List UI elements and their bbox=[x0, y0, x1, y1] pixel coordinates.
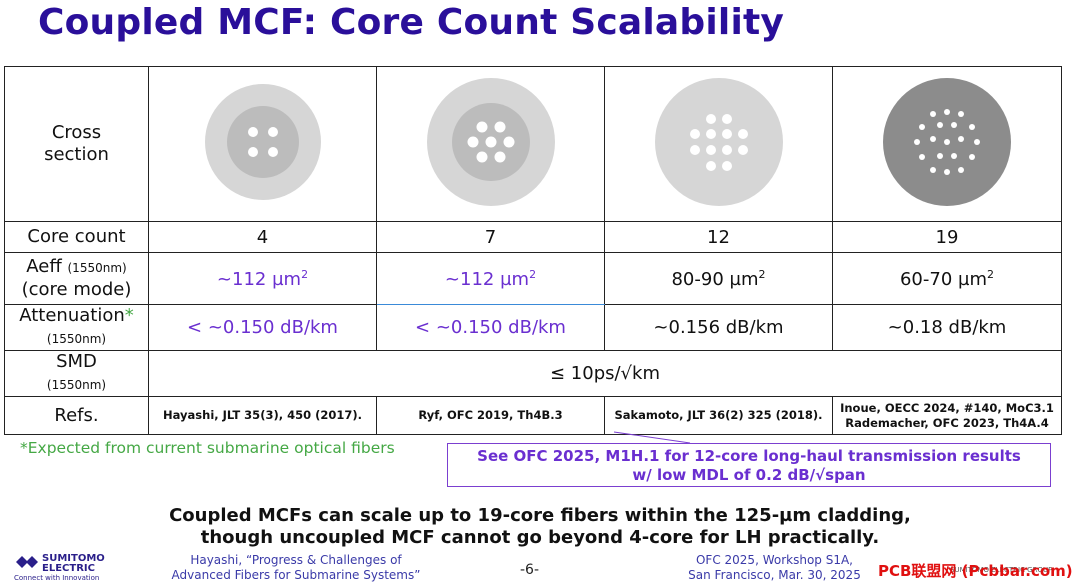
aeff-12: 80-90 µm2 bbox=[604, 252, 833, 305]
callout-box: See OFC 2025, M1H.1 for 12-core long-hau… bbox=[447, 443, 1051, 487]
callout-line1: See OFC 2025, M1H.1 for 12-core long-hau… bbox=[477, 447, 1021, 465]
ref-19-line2: Rademacher, OFC 2023, Th4A.4 bbox=[845, 415, 1049, 430]
aeff-4: ~112 µm2 bbox=[148, 252, 377, 305]
cross-section-label: Cross section bbox=[4, 66, 149, 222]
logo-name: SUMITOMO ELECTRIC bbox=[42, 554, 122, 574]
aeff-4-sup: 2 bbox=[301, 267, 309, 281]
smd-row: SMD (1550nm) ≤ 10ps/√km bbox=[4, 350, 1062, 397]
sumitomo-logo-icon bbox=[16, 556, 38, 568]
aeff-label-main: Aeff bbox=[26, 256, 62, 277]
aeff-19-sup: 2 bbox=[987, 267, 994, 281]
fiber-7core-image bbox=[426, 78, 555, 206]
ref-19-line1: Inoue, OECC 2024, #140, MoC3.1 bbox=[840, 400, 1054, 415]
company-logo: SUMITOMO ELECTRIC Connect with Innovatio… bbox=[14, 554, 105, 583]
footer-right-line1: OFC 2025, Workshop S1A, bbox=[695, 553, 853, 567]
aeff-7-value: ~112 µm bbox=[444, 268, 530, 290]
cross-section-row: Cross section bbox=[4, 66, 1062, 222]
logo-name-line2: ELECTRIC bbox=[42, 563, 95, 574]
ref-12: Sakamoto, JLT 36(2) 325 (2018). bbox=[604, 396, 833, 435]
footer-left-line1: Hayashi, “Progress & Challenges of bbox=[190, 553, 402, 567]
logo-tagline: Connect with Innovation bbox=[14, 574, 100, 582]
aeff-7-sup: 2 bbox=[529, 267, 537, 281]
watermark: PCB联盟网 (Pcbbar.com) bbox=[878, 562, 1073, 580]
core-count-12: 12 bbox=[604, 221, 833, 253]
aeff-12-value: 80-90 µm bbox=[671, 268, 759, 290]
cross-section-7core bbox=[376, 66, 605, 222]
cross-section-12core bbox=[604, 66, 833, 222]
atten-star: * bbox=[124, 305, 134, 326]
slide-title: Coupled MCF: Core Count Scalability bbox=[38, 2, 785, 43]
smd-label-sub: (1550nm) bbox=[46, 378, 107, 392]
core-count-4: 4 bbox=[148, 221, 377, 253]
ref-19: Inoue, OECC 2024, #140, MoC3.1 Rademache… bbox=[832, 396, 1062, 435]
conclusion: Coupled MCFs can scale up to 19-core fib… bbox=[0, 505, 1080, 549]
atten-7: < ~0.150 dB/km bbox=[376, 304, 605, 351]
atten-4: < ~0.150 dB/km bbox=[148, 304, 377, 351]
aeff-4-value: ~112 µm bbox=[216, 268, 302, 290]
core-count-19: 19 bbox=[832, 221, 1062, 253]
aeff-19: 60-70 µm2 bbox=[832, 252, 1062, 305]
smd-label-main: SMD bbox=[56, 351, 97, 372]
aeff-19-value: 60-70 µm bbox=[899, 268, 987, 290]
aeff-7: ~112 µm2 bbox=[376, 252, 605, 305]
cross-label-line2: section bbox=[44, 144, 109, 165]
cross-section-19core bbox=[832, 66, 1062, 222]
smd-value: ≤ 10ps/√km bbox=[148, 350, 1062, 397]
ref-4: Hayashi, JLT 35(3), 450 (2017). bbox=[148, 396, 377, 435]
footnote: *Expected from current submarine optical… bbox=[20, 439, 395, 457]
fiber-19core-image bbox=[883, 78, 1011, 206]
fiber-12core-image bbox=[654, 78, 783, 206]
aeff-row: Aeff (1550nm) (core mode) ~112 µm2 ~112 … bbox=[4, 252, 1062, 305]
conclusion-line1: Coupled MCFs can scale up to 19-core fib… bbox=[169, 505, 911, 526]
aeff-label: Aeff (1550nm) (core mode) bbox=[4, 252, 149, 305]
refs-label: Refs. bbox=[4, 396, 149, 435]
footer-left-line2: Advanced Fibers for Submarine Systems” bbox=[171, 568, 421, 582]
conclusion-line2: though uncoupled MCF cannot go beyond 4-… bbox=[200, 527, 880, 548]
cross-label-line1: Cross bbox=[51, 122, 102, 143]
atten-label-sub: (1550nm) bbox=[46, 332, 107, 346]
attenuation-row: Attenuation* (1550nm) < ~0.150 dB/km < ~… bbox=[4, 304, 1062, 351]
atten-label-main: Attenuation bbox=[19, 305, 125, 326]
footer-right: OFC 2025, Workshop S1A, San Francisco, M… bbox=[672, 553, 877, 583]
fiber-4core-image bbox=[204, 84, 321, 200]
refs-row: Refs. Hayashi, JLT 35(3), 450 (2017). Ry… bbox=[4, 396, 1062, 435]
aeff-12-sup: 2 bbox=[758, 267, 766, 281]
comparison-table: Cross section bbox=[4, 66, 1062, 435]
aeff-label-sub: (1550nm) bbox=[67, 261, 127, 275]
smd-label: SMD (1550nm) bbox=[4, 350, 149, 397]
aeff-label-line2: (core mode) bbox=[21, 279, 132, 300]
callout-line2: w/ low MDL of 0.2 dB/√span bbox=[632, 466, 866, 484]
page-number: -6- bbox=[520, 562, 540, 578]
footer-right-line2: San Francisco, Mar. 30, 2025 bbox=[688, 568, 861, 582]
logo-name-line1: SUMITOMO bbox=[42, 553, 105, 564]
ref-7: Ryf, OFC 2019, Th4B.3 bbox=[376, 396, 605, 435]
group-label: SUMITOMO ELECTRIC GROUP bbox=[950, 566, 1053, 574]
footer-left: Hayashi, “Progress & Challenges of Advan… bbox=[156, 553, 436, 583]
